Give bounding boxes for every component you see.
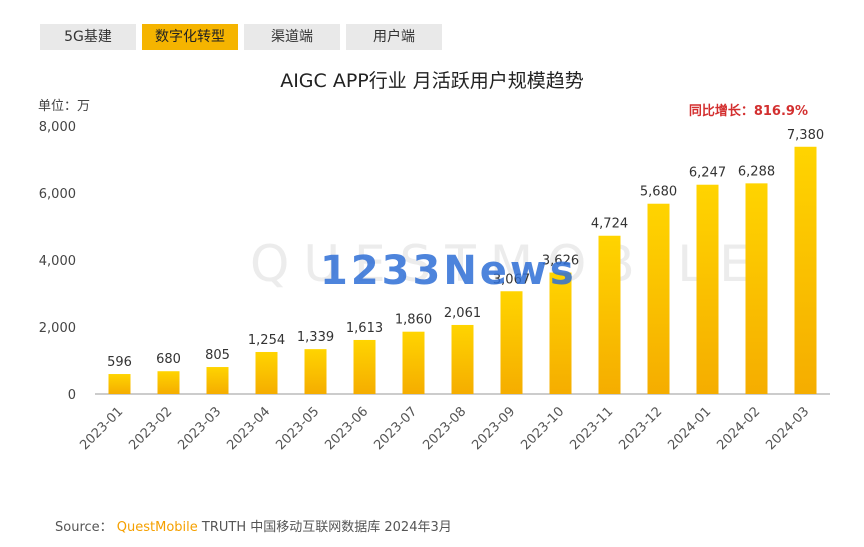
source-prefix: Source： — [55, 520, 113, 535]
bar — [157, 371, 180, 394]
x-tick-label: 2024-01 — [665, 404, 714, 453]
y-tick-label: 2,000 — [39, 321, 76, 336]
bar — [647, 203, 670, 394]
y-tick-label: 6,000 — [39, 187, 76, 202]
bar — [304, 349, 327, 394]
tab-channel[interactable]: 渠道端 — [244, 24, 340, 50]
bar — [451, 324, 474, 394]
y-tick-label: 4,000 — [39, 254, 76, 269]
source-brand: QuestMobile — [116, 520, 198, 535]
bar — [745, 183, 768, 394]
chart-title: AIGC APP行业 月活跃用户规模趋势 — [280, 70, 584, 92]
bar-value-label: 805 — [205, 348, 230, 363]
bar — [255, 351, 278, 394]
bar-value-label: 3,067 — [493, 272, 530, 287]
bar-value-label: 3,626 — [542, 254, 579, 269]
tab-user[interactable]: 用户端 — [346, 24, 442, 50]
bar-value-label: 6,247 — [689, 166, 726, 181]
bar — [598, 235, 621, 394]
x-tick-label: 2023-09 — [469, 404, 518, 453]
yoy-label: 同比增长： — [688, 104, 754, 119]
x-tick-label: 2023-01 — [77, 404, 126, 453]
bar-value-label: 680 — [156, 352, 181, 367]
bar — [353, 339, 376, 394]
bar — [794, 146, 817, 394]
bar-value-label: 2,061 — [444, 306, 481, 321]
bar-value-label: 1,254 — [248, 333, 285, 348]
x-tick-label: 2023-12 — [616, 404, 665, 453]
x-tick-label: 2023-10 — [518, 404, 567, 453]
x-tick-label: 2024-02 — [714, 404, 763, 453]
bar-value-label: 5,680 — [640, 185, 677, 200]
x-tick-label: 2023-02 — [126, 404, 175, 453]
unit-label: 单位：万 — [38, 99, 91, 114]
bar — [108, 374, 131, 394]
tab-bar: 5G基建 数字化转型 渠道端 用户端 — [40, 24, 442, 50]
bar-value-label: 4,724 — [591, 217, 628, 232]
yoy-value: 816.9% — [753, 104, 808, 119]
y-tick-label: 8,000 — [39, 120, 76, 135]
source-note: Source： QuestMobile TRUTH 中国移动互联网数据库 202… — [55, 516, 452, 535]
y-tick-label: 0 — [68, 388, 76, 403]
x-tick-label: 2023-08 — [420, 404, 469, 453]
source-rest: TRUTH 中国移动互联网数据库 2024年3月 — [201, 520, 452, 535]
bar — [206, 367, 229, 394]
bar-value-label: 6,288 — [738, 164, 775, 179]
bar — [696, 184, 719, 394]
x-tick-label: 2023-05 — [273, 404, 322, 453]
bar — [402, 331, 425, 394]
bar-value-label: 1,860 — [395, 313, 432, 328]
x-tick-label: 2023-03 — [175, 404, 224, 453]
x-tick-label: 2023-04 — [224, 404, 273, 453]
bar-value-label: 596 — [107, 355, 132, 370]
bar-value-label: 1,613 — [346, 321, 383, 336]
tab-5g[interactable]: 5G基建 — [40, 24, 136, 50]
watermark-overlay: 1233News — [320, 248, 577, 294]
bar-value-label: 7,380 — [787, 128, 824, 143]
yoy-growth: 同比增长：816.9% — [689, 100, 808, 119]
x-tick-label: 2024-03 — [763, 404, 812, 453]
x-tick-label: 2023-06 — [322, 404, 371, 453]
tab-digital-transformation[interactable]: 数字化转型 — [142, 24, 238, 50]
x-tick-label: 2023-11 — [567, 404, 616, 453]
x-tick-label: 2023-07 — [371, 404, 420, 453]
bar — [549, 272, 572, 394]
bar — [500, 291, 523, 394]
bar-value-label: 1,339 — [297, 330, 334, 345]
